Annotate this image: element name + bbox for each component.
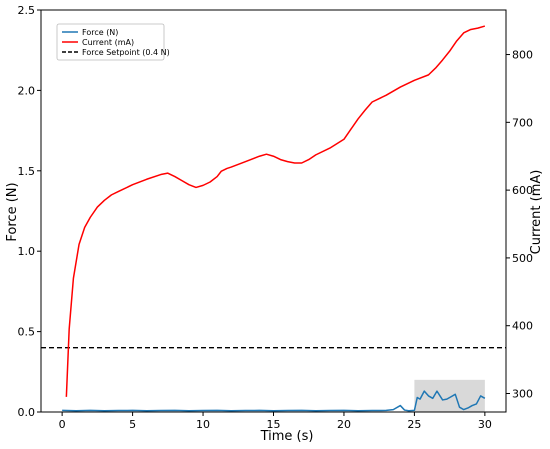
left-y-tick-label: 0.0 bbox=[18, 406, 36, 419]
left-y-tick-label: 1.5 bbox=[18, 165, 36, 178]
x-tick-label: 15 bbox=[267, 418, 281, 431]
left-y-axis-ticks: 0.0 0.5 1.0 1.5 2.0 2.5 bbox=[18, 4, 41, 419]
left-y-tick-label: 0.5 bbox=[18, 326, 36, 339]
x-axis-label: Time (s) bbox=[260, 429, 314, 444]
x-tick-label: 10 bbox=[196, 418, 210, 431]
legend-label-force: Force (N) bbox=[82, 28, 118, 37]
right-y-tick-label: 400 bbox=[512, 320, 533, 333]
legend-label-setpoint: Force Setpoint (0.4 N) bbox=[82, 48, 170, 57]
right-y-tick-label: 800 bbox=[512, 49, 533, 62]
left-y-tick-label: 2.5 bbox=[18, 4, 36, 17]
left-y-tick-label: 2.0 bbox=[18, 84, 36, 97]
right-y-tick-label: 500 bbox=[512, 252, 533, 265]
series-line-0 bbox=[62, 390, 486, 412]
left-y-axis-label: Force (N) bbox=[5, 182, 20, 241]
x-axis-ticks: 0 5 10 15 20 25 30 bbox=[59, 412, 492, 431]
series-line-1 bbox=[65, 25, 486, 397]
right-y-tick-label: 300 bbox=[512, 387, 533, 400]
legend-box bbox=[56, 23, 165, 61]
series-layer bbox=[41, 25, 506, 412]
x-tick-label: 20 bbox=[337, 418, 351, 431]
x-tick-label: 30 bbox=[478, 418, 492, 431]
x-tick-label: 25 bbox=[407, 418, 421, 431]
plot-area bbox=[40, 9, 507, 413]
right-y-axis-ticks: 300 400 500 600 700 800 bbox=[506, 49, 533, 400]
plot-frame bbox=[40, 9, 507, 413]
x-tick-label: 0 bbox=[59, 418, 66, 431]
right-y-tick-label: 700 bbox=[512, 116, 533, 129]
right-y-axis-label: Current (mA) bbox=[529, 170, 544, 255]
x-tick-label: 5 bbox=[129, 418, 136, 431]
right-y-tick-label: 600 bbox=[512, 184, 533, 197]
shaded-region bbox=[414, 379, 485, 412]
legend-label-current: Current (mA) bbox=[82, 38, 134, 47]
left-y-tick-label: 1.0 bbox=[18, 245, 36, 258]
legend: Force (N) Current (mA) Force Setpoint (0… bbox=[56, 23, 170, 61]
